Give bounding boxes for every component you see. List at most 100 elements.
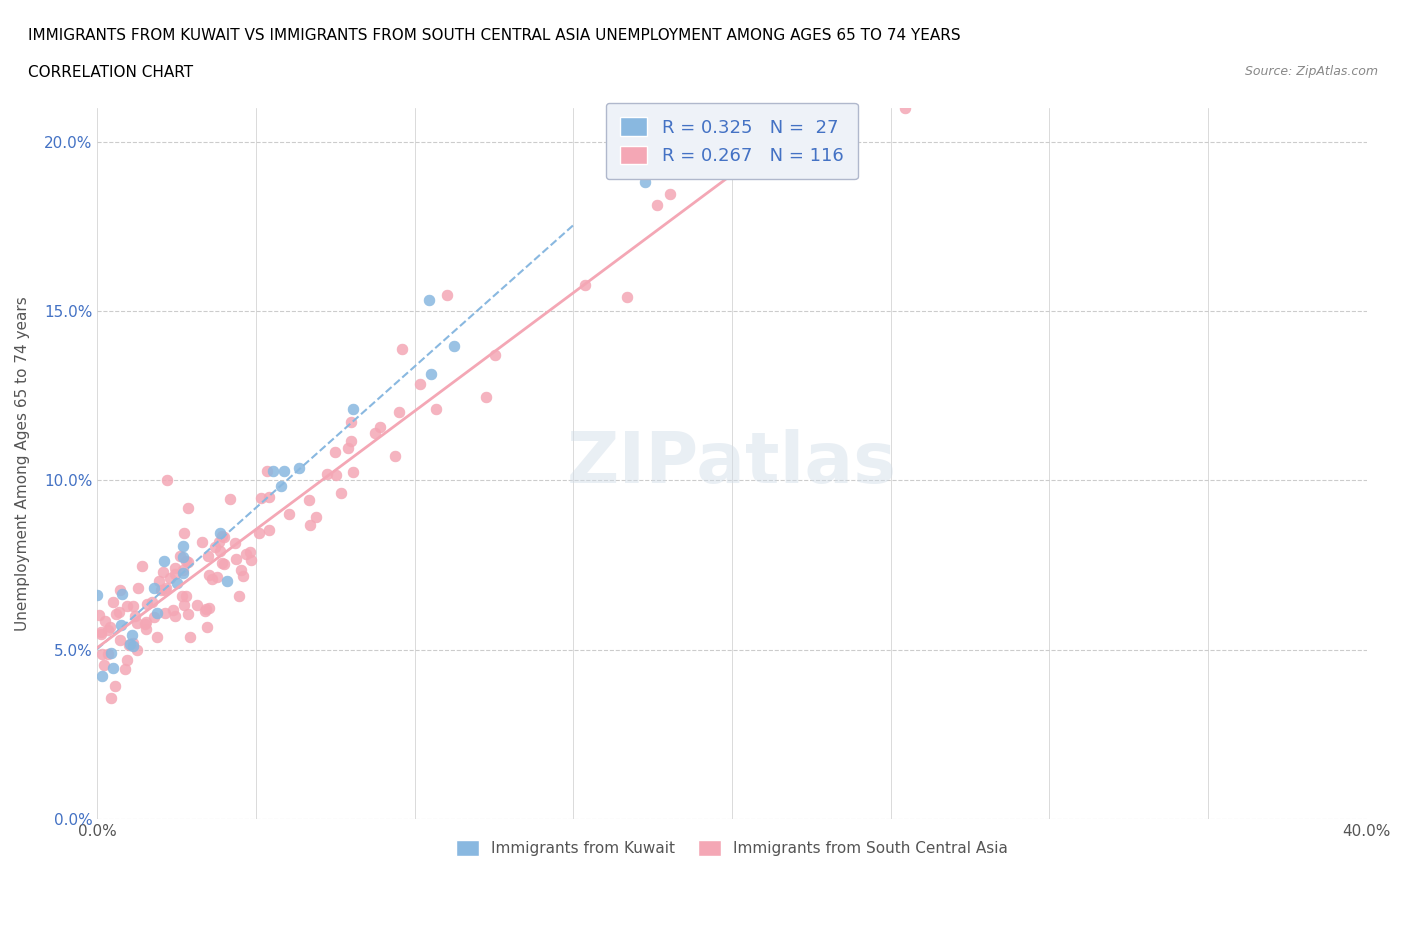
Point (131, 559, 153, 574)
Point (143, 580, 166, 595)
Point (101, 660, 124, 675)
Point (149, 582, 172, 597)
Point (298, 518, 321, 533)
Point (174, 588, 197, 603)
Point (323, 445, 346, 459)
Point (475, 390, 498, 405)
Point (162, 603, 184, 618)
Point (259, 490, 281, 505)
Point (270, 478, 292, 493)
Point (104, 679, 127, 694)
Point (115, 599, 138, 614)
Point (388, 405, 411, 419)
Point (163, 560, 186, 575)
Point (145, 630, 167, 644)
Point (159, 571, 181, 586)
Point (127, 580, 149, 595)
Point (163, 609, 186, 624)
Point (93, 613, 115, 628)
Point (135, 621, 157, 636)
Point (208, 534, 231, 549)
Point (155, 605, 177, 620)
Point (172, 566, 194, 581)
Point (90, 669, 112, 684)
Point (364, 426, 387, 441)
Point (231, 563, 253, 578)
Point (172, 549, 194, 564)
Point (574, 277, 596, 292)
Point (484, 348, 506, 363)
Point (90, 624, 112, 639)
Point (97, 622, 120, 637)
Point (288, 460, 311, 475)
Point (425, 401, 447, 416)
Point (408, 377, 430, 392)
Point (336, 441, 359, 456)
Point (108, 633, 131, 648)
Point (211, 528, 233, 543)
Point (118, 636, 141, 651)
Point (100, 645, 122, 660)
Point (86, 588, 108, 603)
Point (141, 594, 163, 609)
Point (256, 464, 278, 479)
Point (97, 646, 120, 661)
Point (163, 566, 186, 581)
Point (316, 467, 339, 482)
Point (224, 536, 246, 551)
Point (209, 543, 232, 558)
Point (212, 529, 235, 544)
Point (634, 175, 657, 190)
Point (240, 552, 263, 567)
Point (250, 490, 273, 505)
Point (298, 493, 321, 508)
Point (228, 589, 250, 604)
Point (325, 468, 347, 483)
Point (121, 628, 143, 643)
Point (197, 549, 219, 564)
Point (142, 609, 165, 624)
Point (235, 547, 257, 562)
Text: CORRELATION CHART: CORRELATION CHART (28, 65, 193, 80)
Point (342, 402, 364, 417)
Y-axis label: Unemployment Among Ages 65 to 74 years: Unemployment Among Ages 65 to 74 years (15, 296, 30, 631)
Point (340, 433, 363, 448)
Point (368, 419, 391, 434)
Point (169, 549, 191, 564)
Point (90, 627, 112, 642)
Point (135, 615, 157, 630)
Point (339, 415, 361, 430)
Point (219, 492, 242, 507)
Point (734, 114, 756, 129)
Point (107, 604, 129, 619)
Point (205, 569, 228, 584)
Point (391, 341, 413, 356)
Point (125, 616, 148, 631)
Point (108, 582, 131, 597)
Point (645, 197, 668, 212)
Point (174, 553, 197, 568)
Point (98, 620, 121, 635)
Point (212, 556, 235, 571)
Point (153, 582, 176, 597)
Point (384, 449, 406, 464)
Point (110, 618, 132, 632)
Point (148, 574, 170, 589)
Point (616, 290, 638, 305)
Point (136, 596, 159, 611)
Point (172, 588, 194, 603)
Point (211, 555, 233, 570)
Point (198, 568, 221, 583)
Point (105, 606, 128, 621)
Point (172, 563, 194, 578)
Point (342, 464, 364, 479)
Point (232, 568, 254, 583)
Point (115, 653, 138, 668)
Point (194, 604, 217, 618)
Point (177, 554, 200, 569)
Point (195, 619, 218, 634)
Point (239, 544, 262, 559)
Point (146, 605, 169, 620)
Point (152, 565, 174, 580)
Point (200, 571, 222, 586)
